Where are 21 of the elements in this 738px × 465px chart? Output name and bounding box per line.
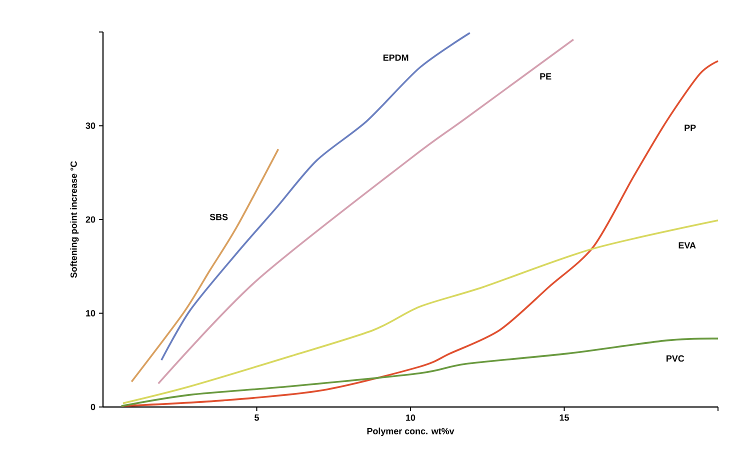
x-tick-label: 10 [406, 414, 416, 421]
series-label: PP [684, 124, 696, 131]
x-tick-label: 5 [254, 414, 259, 421]
line-series [157, 38, 574, 384]
series-label: PE [540, 73, 552, 80]
y-tick-label: 10 [86, 310, 96, 316]
line-series [130, 148, 280, 383]
line-series [160, 32, 471, 362]
x-axis-title: Polymer conc. wt%v [367, 428, 454, 436]
x-tick-label: 15 [560, 414, 569, 421]
series-label: PVC [666, 355, 684, 362]
line-series [120, 338, 719, 407]
line-series [122, 220, 719, 404]
line-series [120, 60, 719, 407]
y-tick-label: 0 [90, 404, 96, 410]
series-label: SBS [210, 214, 228, 220]
y-tick-label: 20 [86, 216, 96, 223]
series-label: EVA [678, 242, 696, 248]
y-axis-title: Softening point increase °C [70, 161, 79, 278]
y-tick-label: 30 [86, 122, 96, 129]
series-label: EPDM [383, 54, 408, 61]
